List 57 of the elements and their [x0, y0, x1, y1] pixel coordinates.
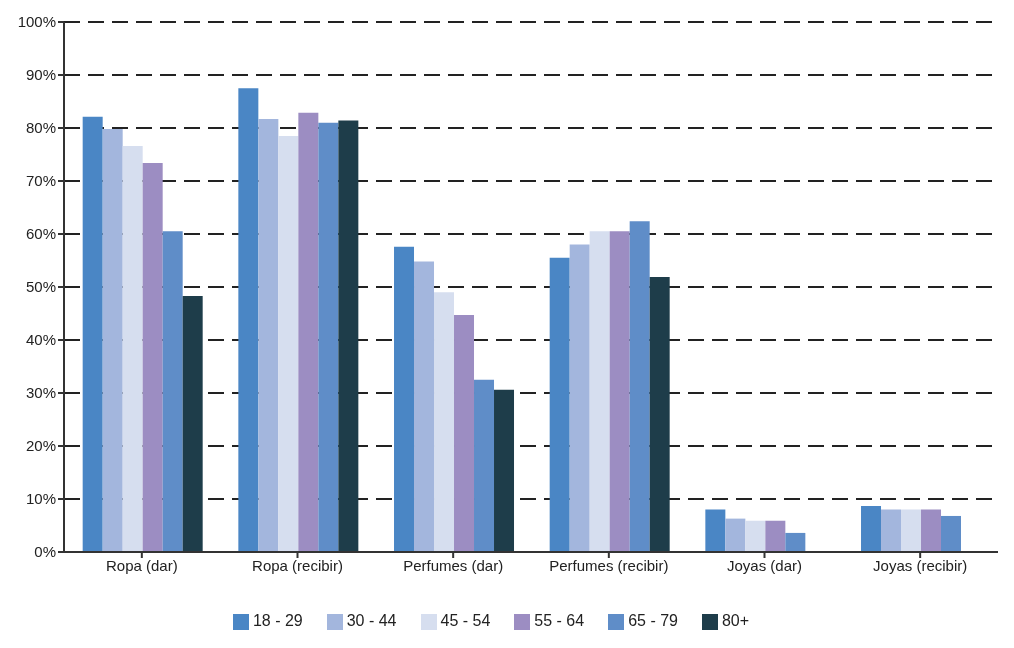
y-tick-label: 10% [25, 490, 56, 508]
bar [569, 244, 590, 552]
bar [785, 532, 806, 552]
bar [394, 246, 415, 552]
legend-label: 65 - 79 [628, 612, 678, 629]
bar [454, 315, 475, 552]
bar [921, 509, 942, 552]
legend-label: 55 - 64 [534, 612, 585, 629]
y-tick-label: 70% [25, 172, 56, 190]
bar [298, 112, 319, 552]
bar [142, 162, 163, 552]
bar [725, 518, 746, 552]
bar [278, 135, 299, 552]
bar [861, 505, 882, 552]
bar [765, 520, 786, 552]
bar [549, 257, 570, 552]
bar [162, 231, 183, 552]
legend-label: 18 - 29 [252, 612, 303, 629]
y-tick-label: 40% [25, 331, 56, 349]
legend-label: 80+ [721, 612, 750, 629]
x-tick-label: Perfumes (dar) [403, 556, 504, 574]
x-tick-label: Ropa (dar) [105, 556, 178, 574]
bar [474, 379, 495, 552]
bar [182, 296, 203, 552]
x-tick-label: Perfumes (recibir) [549, 556, 669, 574]
y-tick-label: 100% [17, 13, 56, 31]
y-tick-label: 20% [25, 437, 56, 455]
x-tick-label: Joyas (dar) [726, 556, 803, 574]
bar [629, 221, 650, 552]
bar [705, 509, 726, 552]
x-tick-label: Ropa (recibir) [252, 556, 343, 574]
bar [102, 129, 123, 552]
x-tick-label: Joyas (recibir) [873, 556, 968, 574]
bar [318, 122, 339, 552]
bar [258, 118, 279, 552]
y-tick-label: 50% [25, 278, 56, 296]
bar [434, 292, 455, 552]
bar [338, 120, 359, 552]
bar [414, 261, 435, 552]
bar [649, 276, 670, 552]
bar [122, 146, 143, 552]
y-tick-label: 30% [25, 384, 56, 402]
bar [589, 231, 610, 552]
y-tick-label: 0% [34, 543, 56, 561]
bar [609, 231, 630, 552]
y-tick-label: 90% [25, 66, 56, 84]
bar [881, 509, 902, 552]
bar [745, 520, 766, 552]
y-tick-label: 80% [25, 119, 56, 137]
bar [82, 116, 103, 552]
legend-label: 30 - 44 [346, 612, 397, 629]
legend-label: 45 - 54 [440, 612, 491, 629]
bar [238, 88, 259, 552]
bar [494, 389, 515, 552]
y-tick-label: 60% [25, 225, 56, 243]
bar [941, 515, 962, 552]
bar [901, 509, 922, 552]
